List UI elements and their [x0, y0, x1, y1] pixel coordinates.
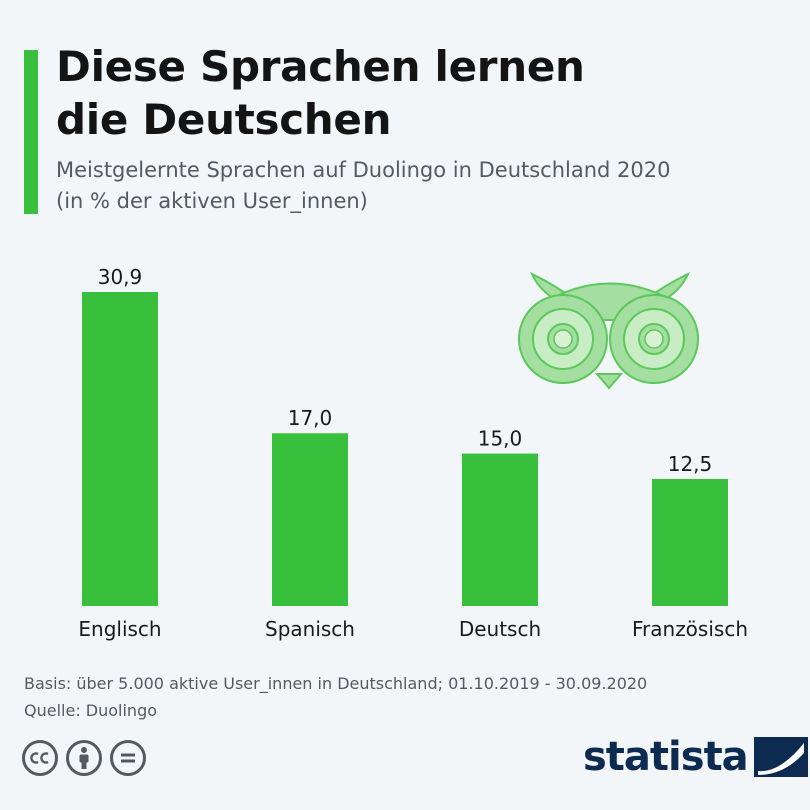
bars-group: 30,9 Englisch 17,0 Spanisch 15,0 Deutsch 12,5 F…	[78, 265, 748, 641]
footer-source: Quelle: Duolingo	[24, 701, 158, 720]
chart-title: Diese Sprachen lernen die Deutschen	[56, 40, 756, 146]
bar-französisch	[652, 478, 728, 606]
bar-spanisch	[272, 433, 348, 606]
cc-icon	[22, 740, 58, 776]
category-label: Spanisch	[265, 617, 355, 641]
owl-beak	[594, 373, 624, 390]
footer-basis: Basis: über 5.000 aktive User_innen in D…	[24, 674, 648, 693]
value-label: 30,9	[98, 265, 143, 289]
owl-icon	[518, 271, 699, 390]
value-label: 17,0	[288, 406, 333, 430]
license-icons	[22, 740, 146, 776]
statista-logo-icon	[753, 737, 808, 777]
brand-name: statista	[583, 734, 749, 780]
value-label: 15,0	[478, 427, 523, 451]
title-line-2: die Deutschen	[56, 95, 392, 144]
no-derivatives-icon	[110, 740, 146, 776]
footer: Basis: über 5.000 aktive User_innen in D…	[24, 670, 784, 724]
accent-bar	[24, 50, 38, 214]
subtitle-line-1: Meistgelernte Sprachen auf Duolingo in D…	[56, 158, 671, 182]
attribution-icon	[66, 740, 102, 776]
chart-subtitle: Meistgelernte Sprachen auf Duolingo in D…	[56, 155, 796, 217]
category-label: Englisch	[78, 617, 161, 641]
statista-logo: statista	[583, 734, 808, 780]
value-label: 12,5	[668, 452, 713, 476]
bar-englisch	[82, 292, 158, 606]
bar-chart: 30,9 Englisch 17,0 Spanisch 15,0 Deutsch 12,5 F…	[78, 265, 748, 641]
bar-deutsch	[462, 453, 538, 606]
title-line-1: Diese Sprachen lernen	[56, 42, 585, 91]
category-label: Französisch	[632, 617, 748, 641]
subtitle-line-2: (in % der aktiven User_innen)	[56, 189, 368, 213]
category-label: Deutsch	[459, 617, 541, 641]
